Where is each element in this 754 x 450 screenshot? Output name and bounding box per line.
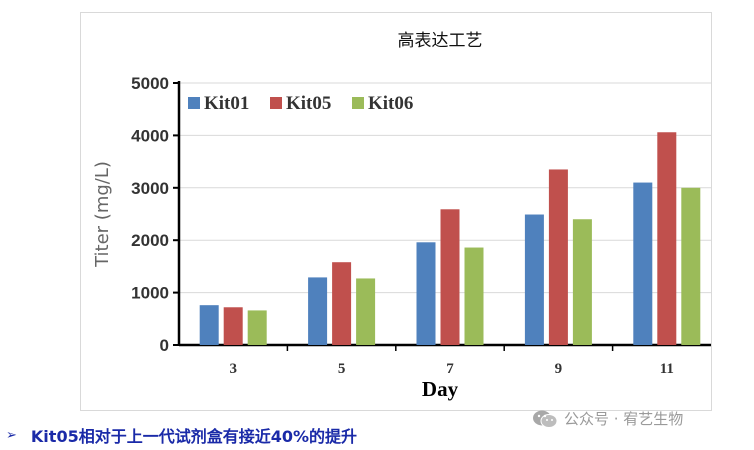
footnote-text: Kit05相对于上一代试剂盒有接近40%的提升 — [30, 427, 358, 446]
y-tick-label: 2000 — [131, 231, 169, 250]
legend-swatch-kit05 — [270, 97, 282, 109]
bar-kit06-day-5 — [356, 278, 376, 345]
footnote: ➢ Kit05相对于上一代试剂盒有接近40%的提升 — [6, 423, 357, 447]
bar-kit06-day-9 — [572, 219, 592, 345]
legend-label-kit05: Kit05 — [286, 93, 331, 114]
chart-title: 高表达工艺 — [398, 31, 483, 51]
legend-label-kit06: Kit06 — [368, 93, 413, 114]
y-tick-label: 4000 — [131, 126, 169, 145]
legend-swatch-kit06 — [352, 97, 364, 109]
bar-kit01-day-9 — [524, 214, 544, 345]
bar-kit05-day-11 — [657, 132, 677, 345]
bar-kit01-day-7 — [416, 242, 436, 345]
legend-swatch-kit01 — [188, 97, 200, 109]
watermark: 公众号 · 宥艺生物 — [532, 408, 683, 429]
bar-kit01-day-5 — [308, 277, 328, 345]
x-axis-label: Day — [422, 377, 459, 401]
legend-label-kit01: Kit01 — [204, 93, 249, 114]
bar-kit01-day-11 — [633, 182, 653, 345]
bar-kit05-day-5 — [332, 262, 352, 345]
x-tick-label: 11 — [660, 361, 674, 377]
y-tick-label: 1000 — [131, 284, 169, 303]
bar-kit01-day-3 — [199, 305, 219, 345]
bar-kit06-day-3 — [247, 310, 267, 345]
bar-kit06-day-11 — [681, 187, 701, 345]
bar-kit05-day-7 — [440, 209, 460, 345]
watermark-text: 公众号 · 宥艺生物 — [564, 410, 684, 428]
x-tick-label: 9 — [555, 361, 563, 377]
y-tick-label: 0 — [160, 336, 169, 355]
x-tick-label: 3 — [229, 361, 237, 377]
bar-kit05-day-9 — [548, 169, 568, 345]
bar-kit06-day-7 — [464, 247, 484, 345]
wechat-icon — [533, 410, 558, 428]
y-tick-label: 3000 — [131, 179, 169, 198]
bar-kit05-day-3 — [223, 307, 243, 345]
x-tick-label: 7 — [446, 361, 454, 377]
x-tick-label: 5 — [338, 361, 346, 377]
chart-frame: 高表达工艺 0 1000 2000 3000 4000 5000 Titer (mg/L) 3 5… — [80, 12, 712, 411]
bullet-arrow-icon: ➢ — [6, 427, 17, 443]
y-tick-label: 5000 — [131, 74, 169, 93]
bar-chart: 高表达工艺 0 1000 2000 3000 4000 5000 Titer (mg/L) 3 5… — [92, 31, 711, 401]
y-axis-label: Titer (mg/L) — [92, 161, 113, 268]
